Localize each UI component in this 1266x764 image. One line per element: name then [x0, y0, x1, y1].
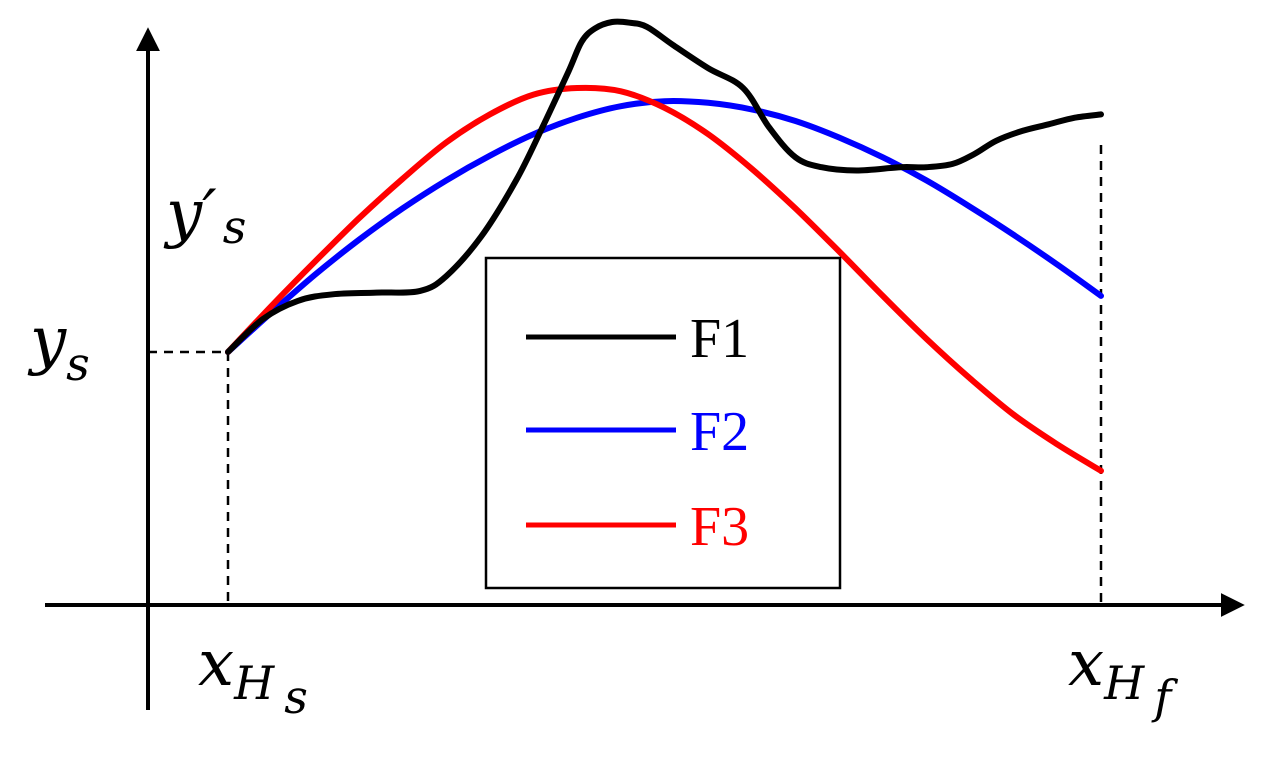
series-f3	[225, 84, 1104, 474]
legend-label-f1: F1	[690, 308, 749, 370]
series-line-f3	[225, 84, 1104, 474]
series-f2	[225, 98, 1104, 355]
series-f1	[225, 18, 1104, 355]
y-label-start: ys	[27, 304, 90, 391]
series-line-f2	[225, 98, 1104, 355]
legend-label-f3: F3	[690, 496, 749, 558]
series-layer	[225, 18, 1104, 474]
series-line-f1	[225, 18, 1104, 355]
legend: F1 F2 F3	[484, 256, 842, 590]
x-label-start: xH s	[198, 627, 308, 724]
y-label-alt: y′ s	[163, 177, 246, 254]
legend-box	[484, 256, 842, 590]
legend-label-f2: F2	[690, 401, 749, 463]
x-label-end: xH f	[1068, 627, 1178, 724]
